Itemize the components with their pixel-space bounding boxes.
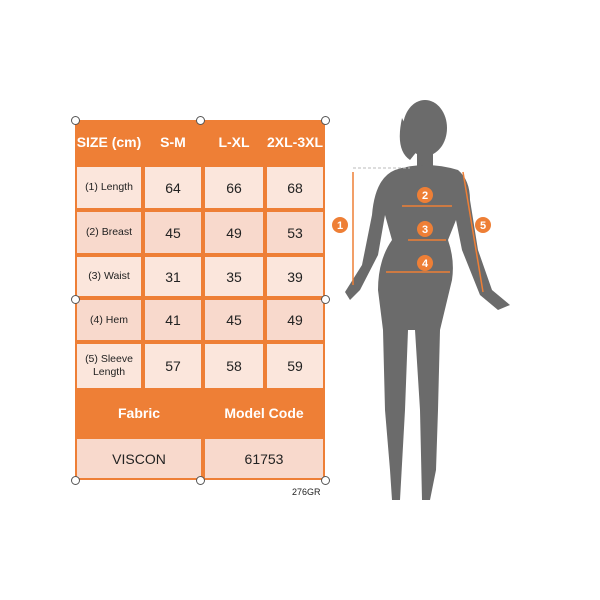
footer-value-row: VISCON 61753	[75, 437, 325, 480]
resize-handle[interactable]	[196, 476, 205, 485]
table-row: (3) Waist 31 35 39	[75, 255, 325, 298]
marker-1	[332, 217, 348, 233]
footer-header-row: Fabric Model Code	[75, 390, 325, 437]
resize-handle[interactable]	[321, 295, 330, 304]
fabric-header: Fabric	[117, 405, 160, 421]
header-size: SIZE (cm)	[76, 134, 142, 150]
table-row: (2) Breast 45 49 53	[75, 210, 325, 255]
marker-4	[417, 255, 433, 271]
marker-5	[475, 217, 491, 233]
size-chart-table: SIZE (cm) S-M L-XL 2XL-3XL (1) Length 64 6…	[75, 120, 325, 480]
marker-2	[417, 187, 433, 203]
header-s-m: S-M	[160, 134, 186, 150]
product-code: 276GR	[292, 487, 321, 497]
marker-5-label: 5	[480, 220, 486, 232]
size-value: 66	[203, 165, 265, 210]
size-value: 58	[203, 342, 265, 390]
size-value: 57	[143, 342, 203, 390]
resize-handle[interactable]	[71, 116, 80, 125]
size-value: 35	[203, 255, 265, 298]
resize-handle[interactable]	[71, 476, 80, 485]
table-row: (1) Length 64 66 68	[75, 165, 325, 210]
model-code-value: 61753	[203, 437, 325, 480]
size-value: 45	[203, 298, 265, 342]
size-value: 45	[143, 210, 203, 255]
marker-3	[417, 221, 433, 237]
resize-handle[interactable]	[71, 295, 80, 304]
fabric-value: VISCON	[75, 437, 203, 480]
header-2xl-3xl: 2XL-3XL	[266, 134, 323, 150]
header-l-xl: L-XL	[218, 134, 250, 150]
marker-1-label: 1	[337, 220, 343, 232]
resize-handle[interactable]	[321, 116, 330, 125]
size-value: 39	[265, 255, 325, 298]
resize-handle[interactable]	[196, 116, 205, 125]
marker-2-label: 2	[422, 190, 428, 202]
row-label: (3) Waist	[75, 255, 143, 298]
size-value: 31	[143, 255, 203, 298]
size-value: 49	[203, 210, 265, 255]
table-row: (4) Hem 41 45 49	[75, 298, 325, 342]
row-label: (4) Hem	[75, 298, 143, 342]
size-value: 59	[265, 342, 325, 390]
row-label: (2) Breast	[75, 210, 143, 255]
row-label: (5) Sleeve Length	[75, 342, 143, 390]
size-value: 49	[265, 298, 325, 342]
row-label: (1) Length	[75, 165, 143, 210]
size-value: 41	[143, 298, 203, 342]
model-code-header: Model Code	[224, 405, 304, 421]
woman-silhouette	[345, 100, 510, 500]
marker-4-label: 4	[422, 258, 429, 270]
size-value: 64	[143, 165, 203, 210]
resize-handle[interactable]	[321, 476, 330, 485]
size-value: 53	[265, 210, 325, 255]
table-header-row: SIZE (cm) S-M L-XL 2XL-3XL	[75, 120, 325, 165]
table-row: (5) Sleeve Length 57 58 59	[75, 342, 325, 390]
marker-3-label: 3	[422, 224, 428, 236]
size-value: 68	[265, 165, 325, 210]
